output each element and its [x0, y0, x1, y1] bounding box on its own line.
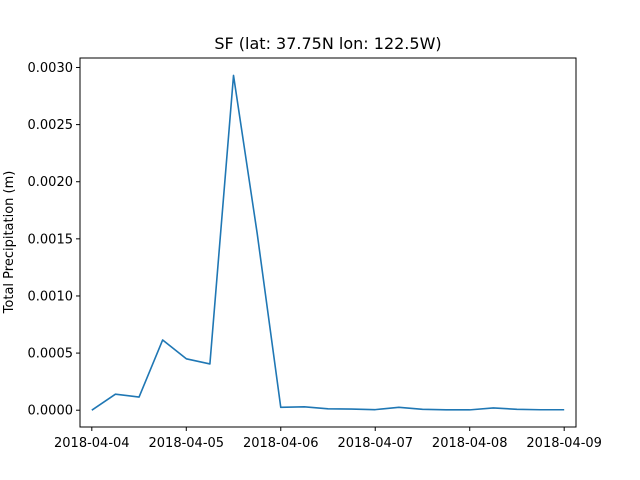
- y-tick-label: 0.0030: [28, 61, 74, 76]
- plot-frame: [79, 57, 577, 428]
- y-tick-label: 0.0000: [28, 404, 74, 419]
- x-tick-label: 2018-04-09: [526, 436, 602, 451]
- plot-area: [80, 58, 576, 427]
- x-tick-label: 2018-04-08: [432, 436, 508, 451]
- x-tick-label: 2018-04-05: [149, 436, 225, 451]
- y-axis-title: Total Precipitation (m): [2, 171, 17, 315]
- x-tick-label: 2018-04-07: [337, 436, 413, 451]
- y-axis: 0.0000 0.0005 0.0010 0.0015 0.0020 0.0025 0.00…: [28, 61, 80, 419]
- y-tick-label: 0.0020: [28, 175, 74, 190]
- y-tick-label: 0.0025: [28, 118, 74, 133]
- x-axis: 2018-04-04 2018-04-05 2018-04-06 2018-04-07…: [54, 427, 602, 451]
- y-tick-label: 0.0010: [28, 289, 74, 304]
- series-group: [91, 74, 565, 411]
- y-tick-label: 0.0005: [28, 347, 74, 362]
- x-tick-label: 2018-04-04: [54, 436, 130, 451]
- series-line-0: [91, 74, 565, 411]
- y-tick-label: 0.0015: [28, 232, 74, 247]
- chart-title: SF (lat: 37.75N lon: 122.5W): [214, 34, 441, 53]
- x-tick-label: 2018-04-06: [243, 436, 319, 451]
